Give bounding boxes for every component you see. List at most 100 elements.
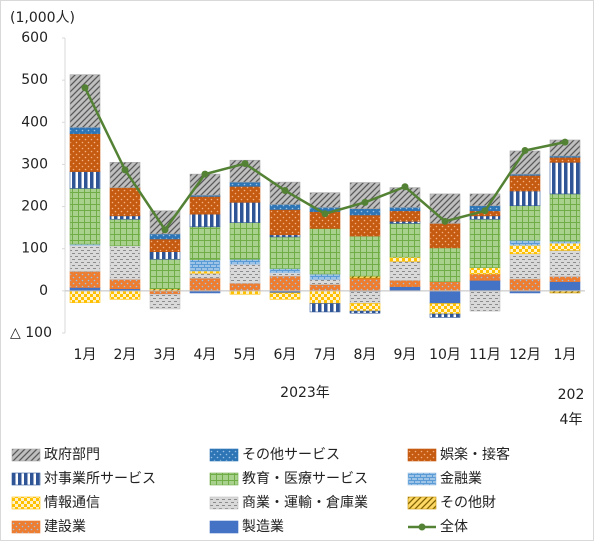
- total-marker: [401, 183, 409, 191]
- total-marker: [281, 187, 289, 195]
- bar-segment: [269, 234, 301, 238]
- x-tick-label: 1月: [74, 347, 97, 363]
- legend-label: 教育・医療サービス: [242, 470, 368, 487]
- legend-swatch: [11, 520, 41, 534]
- bar-segment: [109, 279, 141, 290]
- bar-segment: [549, 242, 581, 251]
- total-marker: [241, 160, 249, 168]
- bar-segment: [149, 251, 181, 260]
- bar-segment: [309, 273, 341, 280]
- bar-segment: [389, 256, 421, 262]
- bar-segment: [389, 280, 421, 287]
- bar-segment: [389, 207, 421, 212]
- legend-label: 娯楽・接客: [440, 446, 510, 463]
- x-tick-label: 4月: [194, 347, 217, 363]
- unit-label: (1,000人): [10, 10, 75, 26]
- bar-segment: [509, 190, 541, 207]
- x-tick-label: 5月: [234, 347, 257, 363]
- bar-segment: [109, 245, 141, 280]
- total-marker: [161, 226, 169, 234]
- bar-segment: [229, 290, 261, 295]
- bar-segment: [189, 277, 221, 292]
- bar-segment: [469, 267, 501, 275]
- bar-segment: [509, 175, 541, 192]
- legend-swatch: [407, 472, 437, 486]
- legend-label: 金融業: [440, 471, 482, 487]
- bar-segment: [69, 287, 101, 292]
- bar-segment: [269, 268, 301, 274]
- bar-segment: [189, 213, 221, 228]
- y-tick-label: 100: [21, 241, 48, 257]
- bar-segment: [309, 290, 341, 304]
- bar-segment: [349, 208, 381, 216]
- bar-segment: [269, 209, 301, 236]
- bar-segment: [229, 264, 261, 284]
- bar-segment: [229, 258, 261, 265]
- bar-segment: [509, 253, 541, 280]
- bar-segment: [149, 258, 181, 290]
- bar-segment: [429, 303, 461, 315]
- bar-segment: [69, 74, 101, 128]
- bar-segment: [509, 278, 541, 292]
- y-tick-label: 600: [21, 30, 48, 46]
- bar-segment: [69, 188, 101, 245]
- bar-segment: [149, 238, 181, 252]
- bar-segment: [549, 250, 581, 277]
- bar-segment: [429, 281, 461, 292]
- bar-segment: [69, 245, 101, 272]
- total-marker: [361, 198, 369, 206]
- bar-segment: [389, 261, 421, 281]
- bar-segment: [109, 215, 141, 220]
- bar-segment: [269, 275, 301, 292]
- y-tick-label: 400: [21, 114, 48, 130]
- bar-segment: [549, 162, 581, 195]
- legend-label: その他サービス: [242, 447, 340, 463]
- legend-swatch: [209, 448, 239, 462]
- group-label: 2023年: [280, 385, 330, 401]
- bar-segment: [309, 192, 341, 208]
- total-marker: [481, 207, 489, 215]
- bar-segment: [109, 290, 141, 300]
- total-marker: [121, 166, 129, 174]
- bar-segment: [549, 240, 581, 244]
- bar-segment: [309, 303, 341, 313]
- bar-segment: [469, 218, 501, 268]
- bar-segment: [229, 181, 261, 187]
- y-tick-label: 500: [21, 72, 48, 88]
- legend-swatch: [209, 496, 239, 510]
- bar-segment: [469, 273, 501, 281]
- bar-segment: [469, 290, 501, 312]
- legend-swatch: [407, 496, 437, 510]
- x-tick-label: 7月: [314, 347, 337, 363]
- bar-segment: [509, 150, 541, 175]
- bar-segment: [189, 259, 221, 272]
- bar-segment: [109, 187, 141, 217]
- bar-segment: [309, 228, 341, 275]
- bar-segment: [149, 290, 181, 295]
- bar-segment: [269, 272, 301, 277]
- legend-swatch: [11, 496, 41, 510]
- legend-label: その他財: [440, 495, 496, 511]
- bar-segment: [189, 272, 221, 279]
- y-tick-label: 200: [21, 199, 48, 215]
- bar-segment: [229, 282, 261, 292]
- bar-segment: [349, 275, 381, 279]
- bar-segment: [229, 186, 261, 203]
- x-tick-label: 11月: [469, 347, 501, 363]
- bar-segment: [229, 222, 261, 260]
- bar-segment: [189, 196, 221, 215]
- bar-segment: [469, 215, 501, 220]
- bar-segment: [389, 223, 421, 258]
- bar-segment: [269, 292, 301, 300]
- x-tick-label: 9月: [394, 347, 417, 363]
- bar-segment: [189, 270, 221, 274]
- legend-label: 政府部門: [44, 447, 100, 463]
- bar-segment: [229, 202, 261, 223]
- legend-label: 製造業: [242, 519, 284, 535]
- bar-segment: [389, 210, 421, 222]
- bar-segment: [149, 233, 181, 240]
- bar-segment: [149, 293, 181, 310]
- legend-swatch: [209, 520, 239, 534]
- y-tick-label: 0: [39, 283, 48, 299]
